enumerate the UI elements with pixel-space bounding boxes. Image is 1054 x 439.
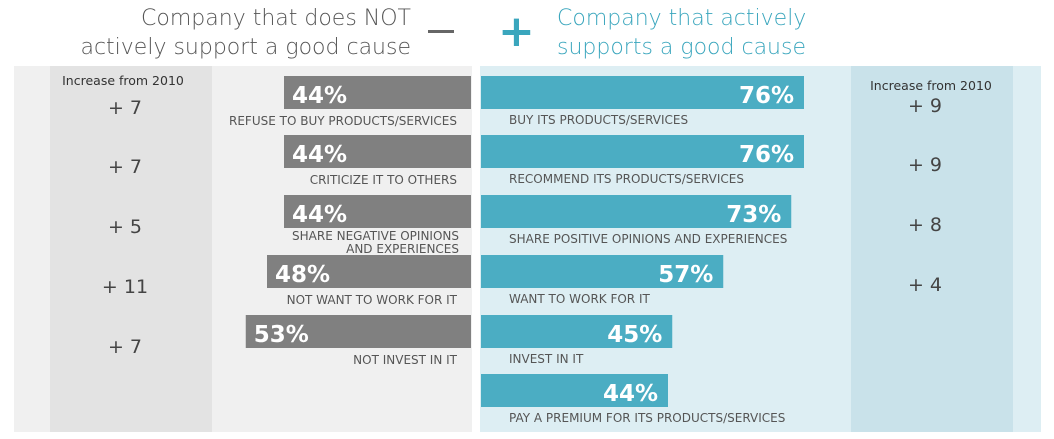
positive-category-label: BUY ITS PRODUCTS/SERVICES <box>509 113 688 127</box>
left-increase-column-bg <box>50 66 212 432</box>
positive-bar-value: 44% <box>603 381 658 407</box>
header-right-line2: supports a good cause <box>557 35 806 60</box>
increase-title-left: Increase from 2010 <box>62 73 184 88</box>
positive-category-label: RECOMMEND ITS PRODUCTS/SERVICES <box>509 172 744 186</box>
positive-increase-value: + 9 <box>908 95 942 117</box>
positive-bar-value: 57% <box>658 262 713 288</box>
negative-bar <box>284 76 471 109</box>
minus-icon <box>428 30 454 33</box>
negative-category-label: NOT WANT TO WORK FOR IT <box>287 293 458 307</box>
negative-bar-value: 44% <box>292 83 347 109</box>
positive-bar <box>481 76 804 109</box>
positive-bar <box>481 195 792 228</box>
header-right-title: Company that actively supports a good ca… <box>557 4 806 62</box>
positive-bar-value: 45% <box>607 322 662 348</box>
negative-bar <box>267 255 471 288</box>
positive-increase-value: + 4 <box>908 274 942 296</box>
positive-bar-value: 76% <box>739 142 794 168</box>
negative-bar-value: 48% <box>275 262 330 288</box>
positive-bar <box>481 135 804 168</box>
negative-bar-value: 53% <box>254 322 309 348</box>
header-left-title: Company that does NOT actively support a… <box>80 4 411 62</box>
negative-bar-value: 44% <box>292 202 347 228</box>
header-left-line2: actively support a good cause <box>80 35 411 60</box>
negative-increase-value: + 5 <box>108 216 142 238</box>
positive-bar <box>481 255 724 288</box>
negative-increase-value: + 7 <box>108 97 142 119</box>
positive-category-label: PAY A PREMIUM FOR ITS PRODUCTS/SERVICES <box>509 411 785 425</box>
header-left-line1: Company that does NOT <box>141 6 411 31</box>
positive-bar <box>481 374 668 407</box>
negative-bar <box>284 195 471 228</box>
positive-increase-value: + 9 <box>908 154 942 176</box>
positive-increase-value: + 8 <box>908 214 942 236</box>
negative-category-label: SHARE NEGATIVE OPINIONS <box>292 229 459 243</box>
negative-category-label: CRITICIZE IT TO OTHERS <box>310 173 457 187</box>
plus-icon: + <box>498 6 535 57</box>
positive-bar-value: 76% <box>739 83 794 109</box>
positive-category-label: WANT TO WORK FOR IT <box>509 292 651 306</box>
header-right-line1: Company that actively <box>557 6 807 31</box>
negative-bar <box>245 315 471 348</box>
negative-increase-value: + 11 <box>102 276 148 298</box>
positive-bar-value: 73% <box>726 202 781 228</box>
negative-category-label: NOT INVEST IN IT <box>353 353 458 367</box>
negative-increase-value: + 7 <box>108 336 142 358</box>
negative-increase-value: + 7 <box>108 156 142 178</box>
negative-category-label-line2: AND EXPERIENCES <box>346 242 459 256</box>
positive-category-label: INVEST IN IT <box>509 352 584 366</box>
right-increase-column-bg <box>851 66 1013 432</box>
negative-category-label: REFUSE TO BUY PRODUCTS/SERVICES <box>229 114 457 128</box>
positive-bar <box>481 315 673 348</box>
negative-bar <box>284 135 471 168</box>
negative-bar-value: 44% <box>292 142 347 168</box>
increase-title-right: Increase from 2010 <box>870 78 992 93</box>
positive-category-label: SHARE POSITIVE OPINIONS AND EXPERIENCES <box>509 232 787 246</box>
